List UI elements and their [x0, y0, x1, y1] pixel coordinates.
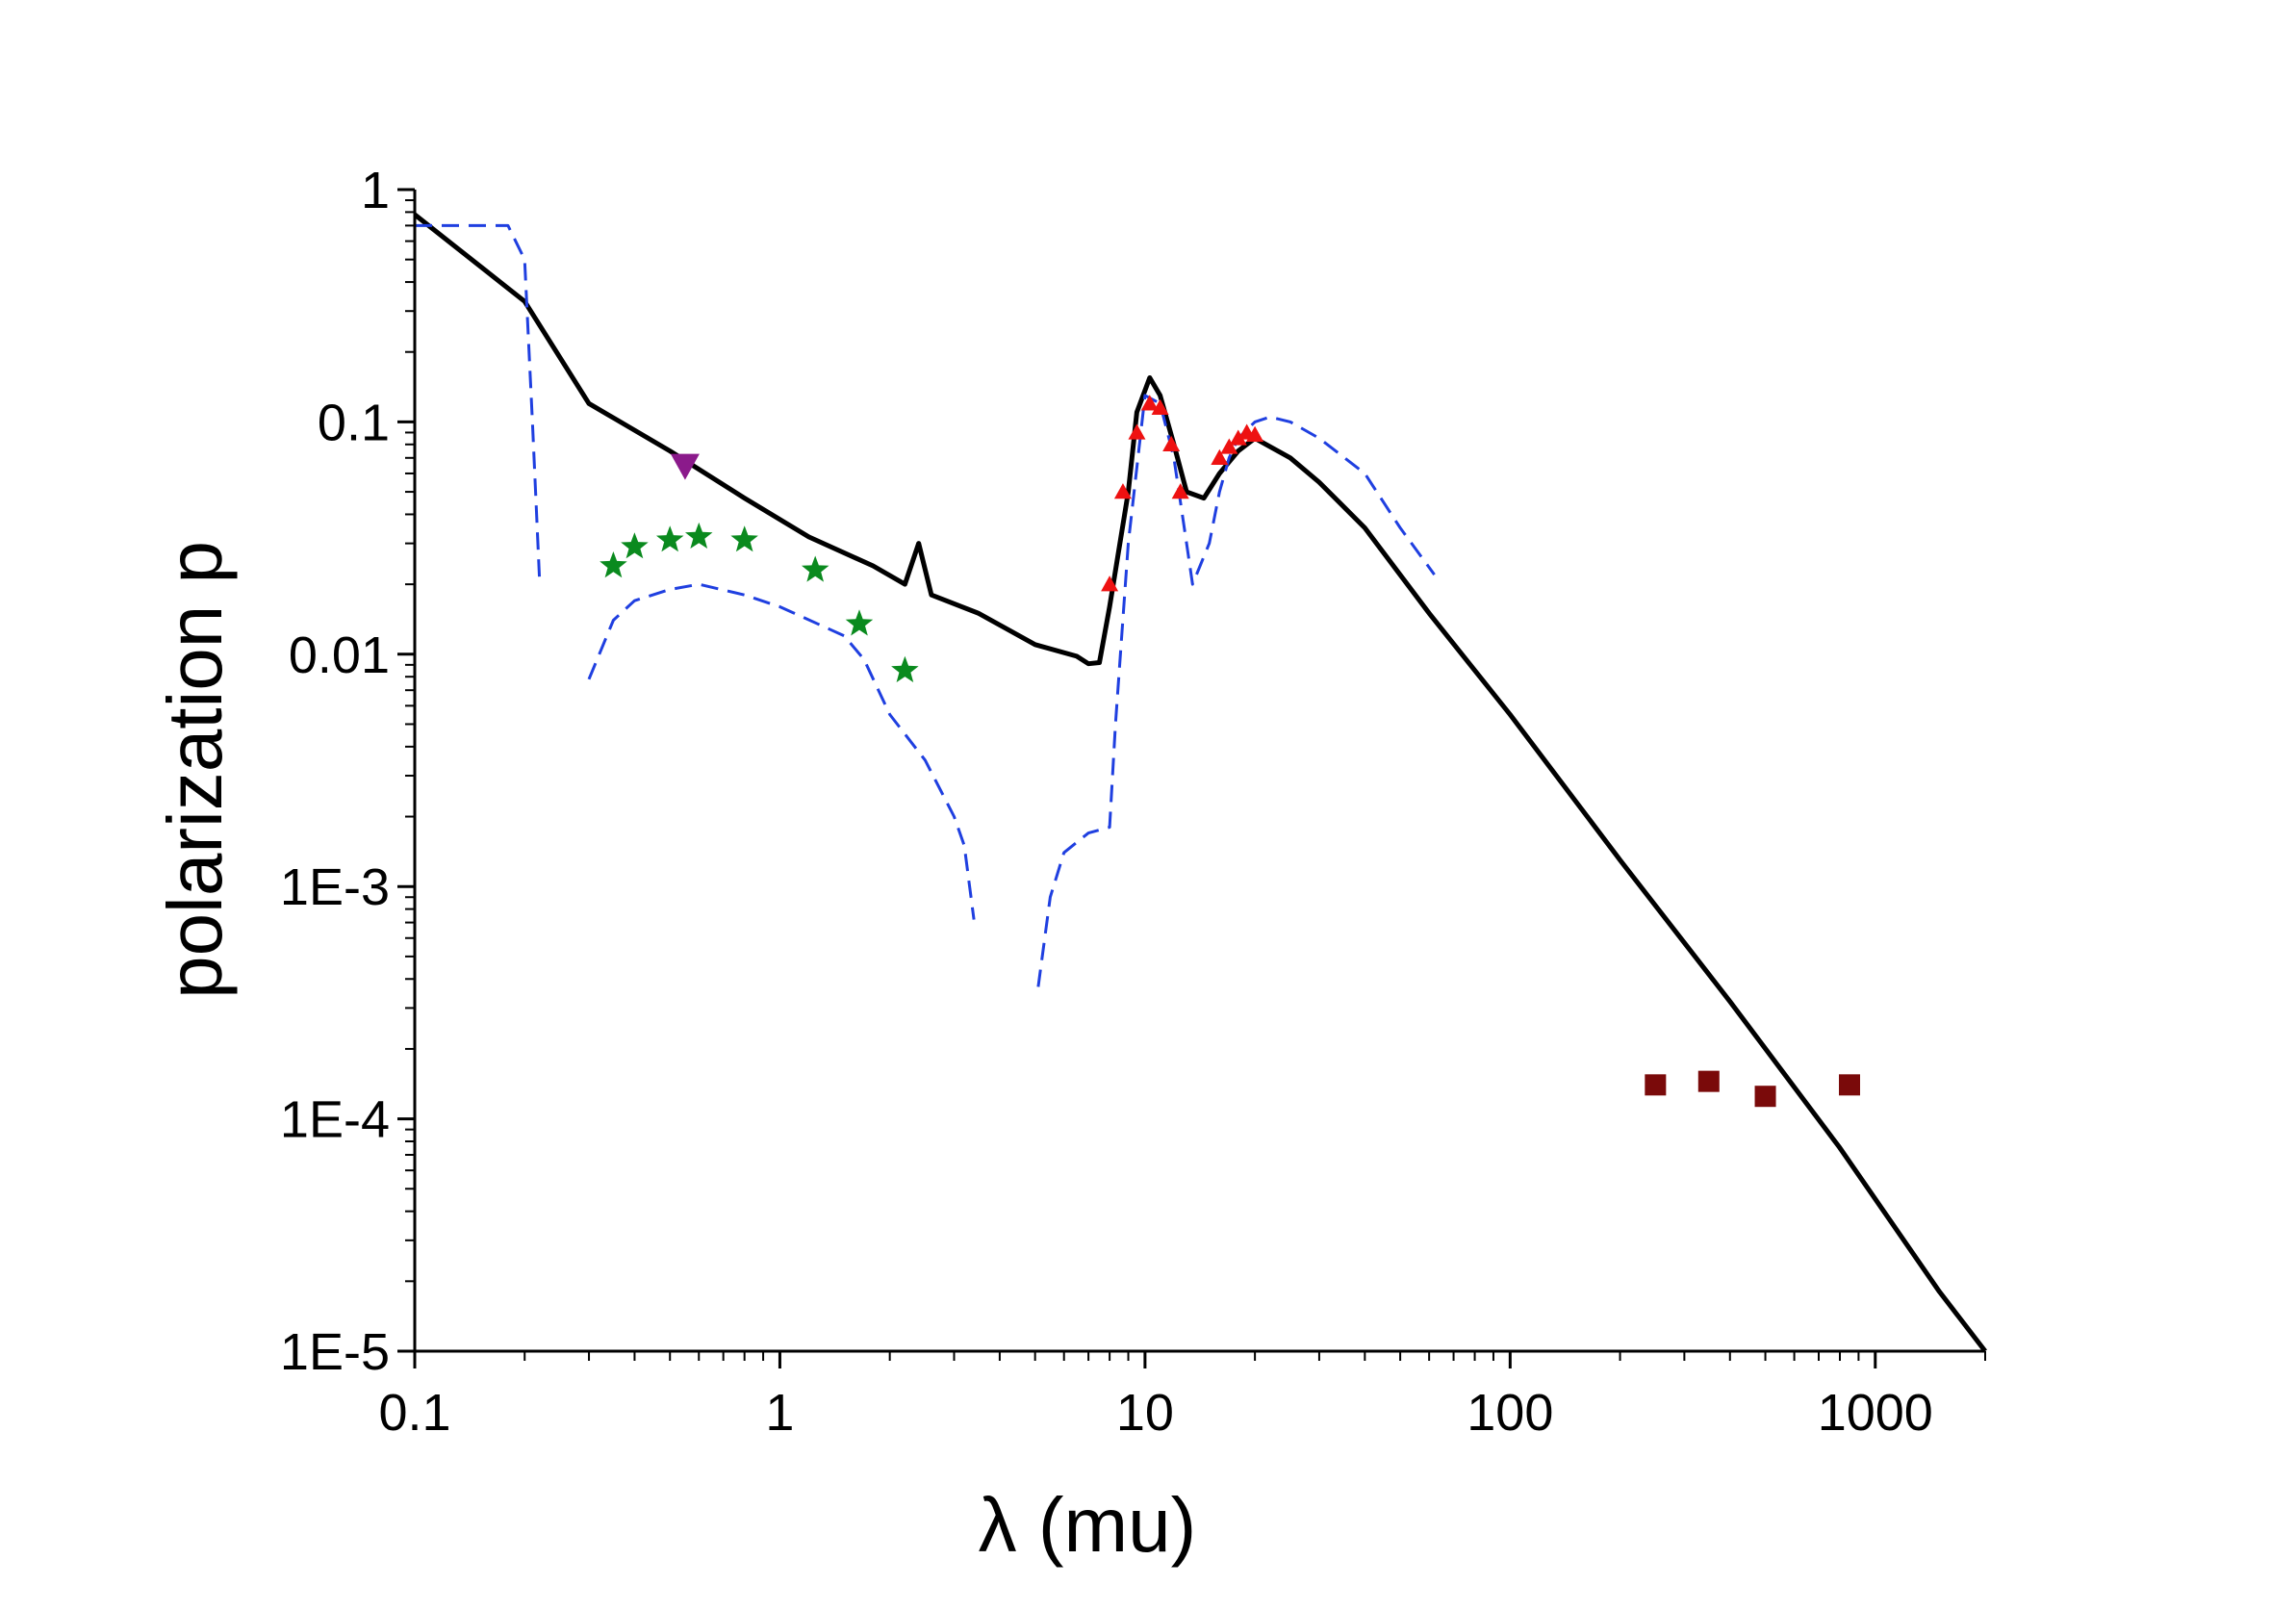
- triangle-up-marker: [1171, 483, 1189, 499]
- series-layer: [413, 213, 1987, 1353]
- y-tick-label: 1: [361, 162, 390, 219]
- axes-layer: [413, 190, 1985, 1353]
- triangle-up-marker: [1113, 483, 1132, 499]
- triangle-up-marker: [1220, 438, 1238, 454]
- star-marker: [685, 522, 713, 549]
- x-tick-label: 1: [765, 1384, 794, 1442]
- y-tick-label: 0.1: [318, 394, 390, 451]
- triangle-up-marker: [1151, 398, 1169, 415]
- star-marker: [845, 609, 874, 636]
- square-marker: [1838, 1074, 1860, 1096]
- ticks-layer: 0.1 1 10 100 1000 1 0.1 0.01 1E-3 1E-4 1E-5: [280, 162, 1986, 1442]
- dashed-model-line: [587, 582, 976, 920]
- x-tick-label: 0.1: [378, 1384, 450, 1442]
- x-tick-label: 100: [1467, 1384, 1553, 1442]
- triangle-up-marker: [1246, 425, 1264, 443]
- dashed-model-line: [1036, 394, 1436, 987]
- star-marker: [600, 551, 627, 578]
- star-marker: [802, 555, 829, 582]
- x-tick-label: 1000: [1818, 1384, 1933, 1442]
- y-tick-label: 1E-5: [280, 1323, 390, 1381]
- star-marker: [656, 525, 684, 552]
- star-marker: [621, 532, 649, 559]
- square-marker: [1754, 1086, 1776, 1108]
- triangle-up-marker: [1101, 575, 1119, 592]
- y-axis-title: polarization p: [152, 541, 238, 999]
- triangle-up-marker: [1162, 435, 1181, 451]
- x-axis-title: λ (mu): [979, 1482, 1197, 1568]
- x-tick-label: 10: [1116, 1384, 1174, 1442]
- y-tick-label: 1E-4: [280, 1091, 390, 1149]
- triangle-up-marker: [1140, 395, 1159, 411]
- triangle-down-marker: [670, 453, 700, 480]
- square-marker: [1697, 1070, 1720, 1092]
- triangle-up-marker: [1229, 429, 1247, 446]
- triangle-up-marker: [1211, 448, 1229, 465]
- star-marker: [891, 655, 919, 682]
- y-tick-label: 0.01: [289, 626, 390, 684]
- star-marker: [730, 525, 758, 552]
- triangle-up-marker: [1128, 423, 1146, 440]
- dashed-model-line: [415, 223, 542, 585]
- y-tick-label: 1E-3: [280, 858, 390, 916]
- square-marker: [1645, 1074, 1667, 1096]
- solid-model-line: [413, 213, 1987, 1353]
